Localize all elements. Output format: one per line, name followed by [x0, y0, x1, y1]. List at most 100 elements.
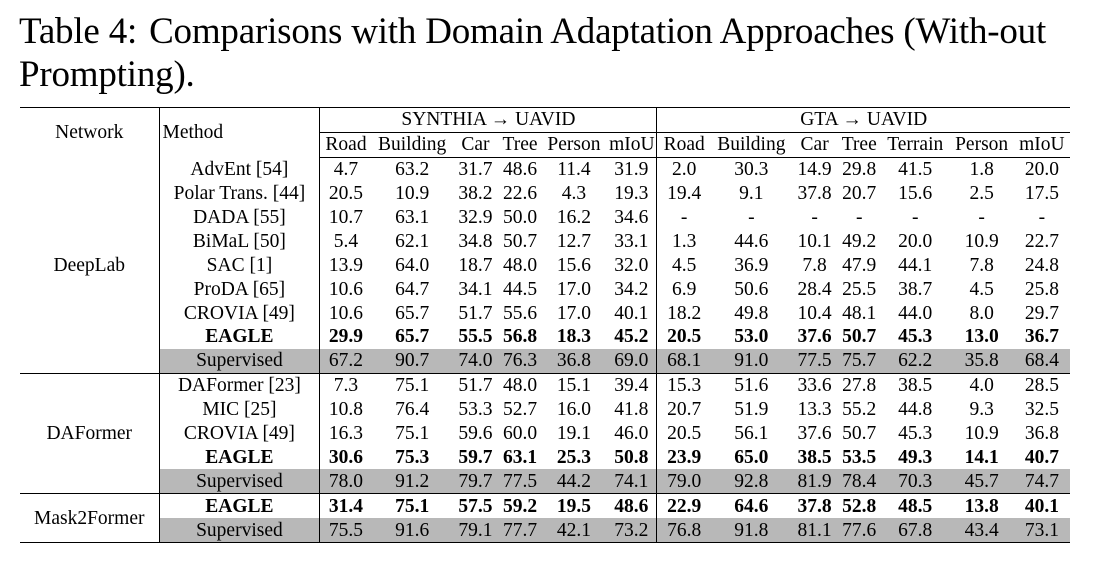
gta-value-terrain: 62.2 [881, 348, 950, 374]
header-row-groups: Network Method SYNTHIA → UAVID GTA → UAV… [20, 107, 1070, 158]
network-name: DeepLab [20, 157, 160, 374]
table-row: Supervised 75.5 91.6 79.1 77.7 42.1 73.2 76.8 91… [20, 518, 1070, 544]
synthia-value-road: 10.7 [328, 207, 364, 228]
synthia-value-road: 10.6 [328, 302, 364, 324]
header-network: Network [20, 107, 160, 158]
synthia-value-miou: 73.2 [606, 518, 658, 544]
gta-value-terrain: 15.6 [898, 183, 933, 205]
synthia-value-road: 13.9 [328, 254, 364, 276]
gta-value-car: 77.5 [791, 348, 838, 374]
header-col-gta-road: Road [656, 132, 711, 158]
gta-value-road: 20.5 [667, 423, 702, 445]
synthia-value-tree: 63.1 [502, 446, 538, 468]
synthia-value-car: 51.7 [452, 372, 499, 398]
gta-value-terrain: 38.7 [898, 278, 933, 300]
synthia-value-car: 59.6 [458, 423, 493, 445]
synthia-value-tree: 60.0 [502, 423, 538, 445]
synthia-value-tree: 44.5 [502, 278, 538, 300]
synthia-value-car: 34.1 [458, 278, 493, 300]
caption-label: Table 4: [19, 11, 138, 52]
synthia-value-person: 4.3 [561, 183, 587, 205]
synthia-value-road: 78.0 [319, 469, 372, 494]
gta-value-building: 53.0 [734, 326, 769, 348]
table-row: DeepLab AdvEnt [54] 4.7 63.2 31.7 48.6 11.4 31.… [20, 157, 1070, 374]
synthia-value-building: 63.1 [395, 207, 430, 228]
synthia-value-miou: 50.8 [606, 445, 658, 470]
synthia-value-tree: 52.7 [502, 399, 538, 421]
table-row: CROVIA [49] 16.3 75.1 59.6 60.0 19.1 46.0 20.5 5… [20, 421, 1070, 446]
table-row: Supervised 67.2 90.7 74.0 76.3 36.8 69.0 68.1 91… [20, 348, 1070, 374]
synthia-value-miou: 41.8 [606, 397, 658, 422]
method-name: Supervised [159, 469, 321, 494]
gta-value-tree: 29.8 [842, 159, 877, 181]
synthia-value-miou: 74.1 [606, 469, 658, 494]
gta-value-person: 1.8 [969, 159, 994, 181]
synthia-value-building: 90.7 [371, 348, 453, 374]
gta-value-tree: 50.7 [842, 326, 877, 348]
gta-value-car: 37.6 [797, 423, 832, 445]
synthia-value-miou: 32.0 [606, 253, 658, 278]
gta-value-car: 10.4 [797, 302, 832, 324]
synthia-value-car: 32.9 [458, 207, 493, 228]
synthia-value-building: 64.7 [395, 278, 430, 300]
synthia-value-miou: 33.1 [606, 229, 658, 254]
gta-value-miou: - [1038, 207, 1046, 228]
synthia-value-building: 65.7 [395, 326, 430, 348]
method-name: EAGLE [159, 325, 321, 349]
gta-value-tree: 53.5 [842, 446, 877, 468]
synthia-value-car: 31.7 [458, 159, 493, 181]
header-col-gta-miou: mIoU [1013, 132, 1070, 158]
synthia-value-person: 15.6 [556, 254, 591, 276]
header-col-gta-tree: Tree [837, 132, 881, 158]
gta-value-car: 7.8 [802, 254, 827, 276]
network-name: Mask2Former [20, 493, 160, 544]
gta-value-terrain: 49.3 [898, 446, 933, 468]
gta-value-person: 10.9 [964, 423, 999, 445]
table-row: MIC [25] 10.8 76.4 53.3 52.7 16.0 41.8 20.7 51.9… [20, 397, 1070, 422]
synthia-value-tree: 48.0 [502, 254, 538, 276]
synthia-value-tree: 59.2 [498, 493, 542, 519]
gta-value-person: 10.9 [964, 230, 999, 252]
synthia-value-car: 79.7 [452, 469, 499, 494]
table-row: EAGLE 30.6 75.3 59.7 63.1 25.3 50.8 23.9 65.0 38.… [20, 445, 1070, 470]
gta-value-building: - [748, 207, 755, 228]
table-row: Polar Trans. [44] 20.5 10.9 38.2 22.6 4.3 19.3… [20, 181, 1070, 206]
gta-value-tree: 48.1 [842, 302, 877, 324]
synthia-value-car: 51.7 [458, 302, 493, 324]
results-table: Network Method SYNTHIA → UAVID GTA → UAV… [20, 107, 1070, 544]
gta-value-road: - [680, 207, 688, 228]
network-name: DAFormer [20, 372, 160, 494]
gta-value-building: 91.0 [710, 348, 792, 374]
synthia-value-building: 75.3 [395, 446, 430, 468]
header-group-gta: GTA → UAVID [656, 107, 1070, 133]
gta-value-tree: 49.2 [842, 230, 877, 252]
synthia-value-miou: 31.9 [606, 157, 658, 182]
gta-value-tree: 25.5 [842, 278, 877, 300]
gta-value-building: 49.8 [734, 302, 769, 324]
synthia-value-road: 4.7 [333, 159, 359, 181]
synthia-value-person: 12.7 [556, 230, 591, 252]
table-row: DADA [55] 10.7 63.1 32.9 50.0 16.2 34.6 - - - - - - - [20, 205, 1070, 230]
gta-value-person: 4.5 [969, 278, 994, 300]
gta-value-miou: 22.7 [1024, 230, 1059, 252]
header-col-synthia-miou: mIoU [606, 132, 658, 158]
synthia-value-person: 42.1 [541, 518, 607, 544]
gta-value-car: 37.8 [791, 493, 838, 519]
synthia-value-person: 15.1 [541, 372, 607, 398]
method-name: CROVIA [49] [159, 421, 321, 446]
gta-value-building: 65.0 [734, 446, 769, 468]
gta-value-building: 50.6 [734, 278, 769, 300]
header-col-gta-terrain: Terrain [881, 132, 950, 158]
synthia-value-road: 20.5 [328, 183, 364, 205]
synthia-value-miou: 69.0 [606, 348, 658, 374]
header-method: Method [159, 107, 321, 158]
synthia-value-miou: 34.6 [606, 205, 658, 230]
gta-value-building: 91.8 [710, 518, 792, 544]
synthia-value-tree: 55.6 [502, 302, 538, 324]
gta-value-road: 15.3 [656, 372, 711, 398]
gta-value-car: - [811, 207, 818, 228]
gta-value-miou: 74.7 [1013, 469, 1070, 494]
synthia-value-road: 16.3 [328, 423, 364, 445]
synthia-value-road: 31.4 [319, 493, 372, 519]
gta-value-building: 51.6 [710, 372, 792, 398]
